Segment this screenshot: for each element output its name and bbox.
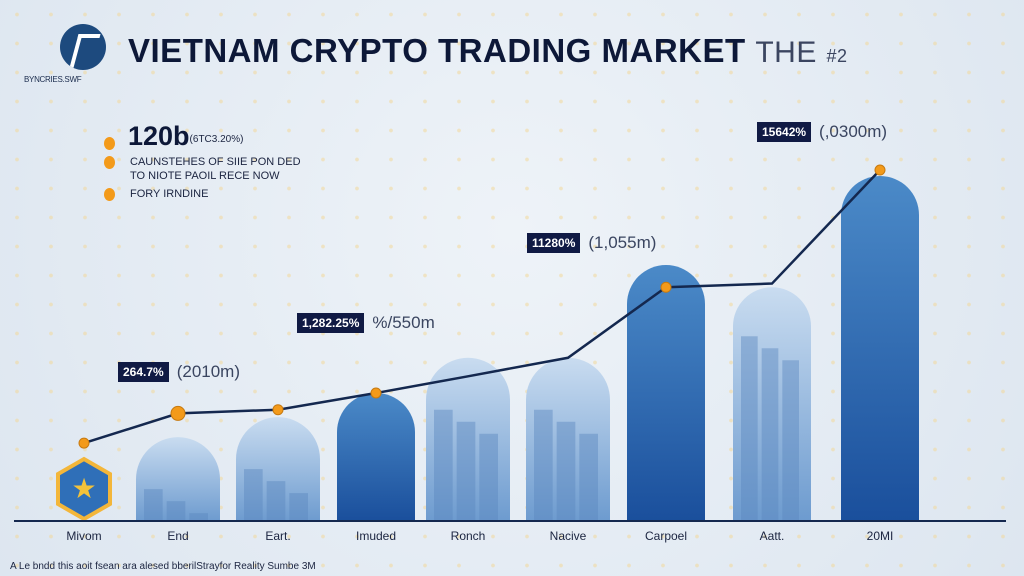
building-shape [556, 421, 576, 521]
callout: 15642% (,0300m) [757, 122, 887, 142]
x-tick-label: Eart. [265, 529, 290, 543]
star-icon: ★ [71, 473, 96, 504]
callout-pct: 11280% [527, 233, 581, 253]
building-shape [434, 409, 453, 521]
bullet-icon [104, 156, 115, 169]
bar [733, 287, 811, 521]
bar-hexagon [56, 456, 112, 522]
bullet-icon [104, 137, 115, 150]
callout: 264.7% (2010m) [118, 362, 240, 382]
line-marker [170, 405, 186, 421]
building-shape [456, 421, 476, 521]
line-marker [78, 437, 90, 449]
x-tick-label: Aatt. [760, 529, 785, 543]
callout: 11280% (1,055m) [527, 233, 656, 253]
callout-amount: (2010m) [176, 362, 241, 381]
building-shape [479, 433, 498, 521]
bar [236, 417, 320, 521]
legend-text: FORY IRNDINE [130, 188, 209, 200]
headline-note: (6TC3.20%) [189, 134, 244, 145]
legend-item: FORY IRNDINE [104, 187, 301, 201]
headline-value: 120b [128, 121, 190, 151]
page-title: VIETNAM CRYPTO TRADING MARKET THE #2 [128, 32, 848, 70]
legend-text: TO NIOTE PAOIL RECE NOW [130, 170, 280, 182]
x-tick-label: Carpoel [645, 529, 687, 543]
callout-amount: (1,055m) [588, 233, 657, 252]
line-marker [660, 281, 672, 293]
building-shape [244, 469, 263, 521]
building-shape [289, 493, 308, 521]
legend-headline: 120b(6TC3.20%) [104, 123, 301, 151]
legend-item: CAUNSTEHES OF SIIE PON DED [104, 155, 301, 169]
line-marker [272, 404, 284, 416]
bar [337, 393, 415, 521]
bar [627, 265, 705, 521]
x-tick-label: Nacive [550, 529, 587, 543]
building-shape [741, 336, 758, 521]
title-number: #2 [826, 46, 848, 66]
bar [136, 437, 220, 521]
bar [426, 357, 510, 521]
callout-amount: %/550m [372, 313, 435, 332]
title-main: VIETNAM CRYPTO TRADING MARKET [128, 32, 746, 69]
x-tick-label: Mivom [66, 529, 101, 543]
callout-amount: (,0300m) [819, 122, 888, 141]
x-tick-label: 20MI [867, 529, 894, 543]
building-shape [166, 501, 186, 521]
x-tick-label: Imuded [356, 529, 396, 543]
callout: 1,282.25% %/550m [297, 313, 435, 333]
building-shape [189, 513, 208, 521]
building-shape [144, 489, 163, 521]
title-suffix: THE [755, 36, 817, 69]
logo-text: BYNCRIES.SWF [24, 75, 82, 84]
building-shape [534, 409, 553, 521]
trend-line [83, 169, 881, 445]
footer-note: A Le bndd this aoit fsean ara alesed bbe… [10, 561, 316, 572]
legend-text: CAUNSTEHES OF SIIE PON DED [130, 156, 301, 168]
callout-pct: 264.7% [118, 362, 169, 382]
x-tick-label: Ronch [451, 529, 486, 543]
building-shape [782, 360, 799, 521]
bar [526, 357, 610, 521]
logo-icon [60, 24, 106, 70]
x-tick-label: End [167, 529, 188, 543]
building-shape [266, 481, 286, 521]
building-shape [761, 348, 779, 521]
bar [841, 175, 919, 521]
line-marker [370, 387, 382, 399]
line-marker [874, 164, 886, 176]
bullet-icon [104, 188, 115, 201]
legend-item: TO NIOTE PAOIL RECE NOW [104, 169, 301, 183]
legend: 120b(6TC3.20%) CAUNSTEHES OF SIIE PON DE… [104, 123, 301, 201]
building-shape [579, 433, 598, 521]
callout-pct: 15642% [757, 122, 812, 142]
callout-pct: 1,282.25% [297, 313, 365, 333]
